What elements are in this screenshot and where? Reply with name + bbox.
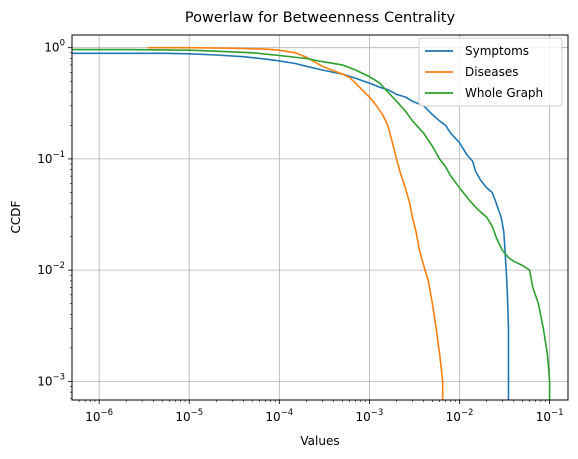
x-tick-label: 10−4 — [265, 408, 293, 424]
legend-label-symptoms: Symptoms — [465, 44, 529, 58]
legend-label-whole-graph: Whole Graph — [465, 86, 543, 100]
x-tick-label: 10−2 — [446, 408, 474, 424]
y-tick-label: 100 — [44, 39, 65, 55]
x-axis-label: Values — [300, 434, 339, 448]
legend-label-diseases: Diseases — [465, 65, 518, 79]
y-tick-label: 10−2 — [37, 261, 65, 277]
x-tick-label: 10−5 — [175, 408, 203, 424]
legend: Symptoms Diseases Whole Graph — [418, 37, 563, 107]
axis-ticks — [68, 47, 551, 404]
series-line-diseases — [148, 46, 444, 400]
x-tick-label: 10−3 — [356, 408, 384, 424]
chart-title: Powerlaw for Betweenness Centrality — [185, 10, 456, 26]
legend-frame — [418, 37, 563, 107]
y-tick-labels: 10−3 10−2 10−1 100 — [37, 39, 65, 389]
y-axis-label: CCDF — [9, 200, 23, 233]
y-tick-label: 10−3 — [37, 372, 65, 388]
y-tick-label: 10−1 — [37, 150, 65, 166]
plot-frame — [71, 34, 569, 401]
series-line-whole-graph — [72, 48, 551, 400]
x-tick-label: 10−1 — [536, 408, 564, 424]
x-tick-label: 10−6 — [85, 408, 113, 424]
x-tick-labels: 10−6 10−5 10−4 10−3 10−2 10−1 — [85, 408, 563, 424]
